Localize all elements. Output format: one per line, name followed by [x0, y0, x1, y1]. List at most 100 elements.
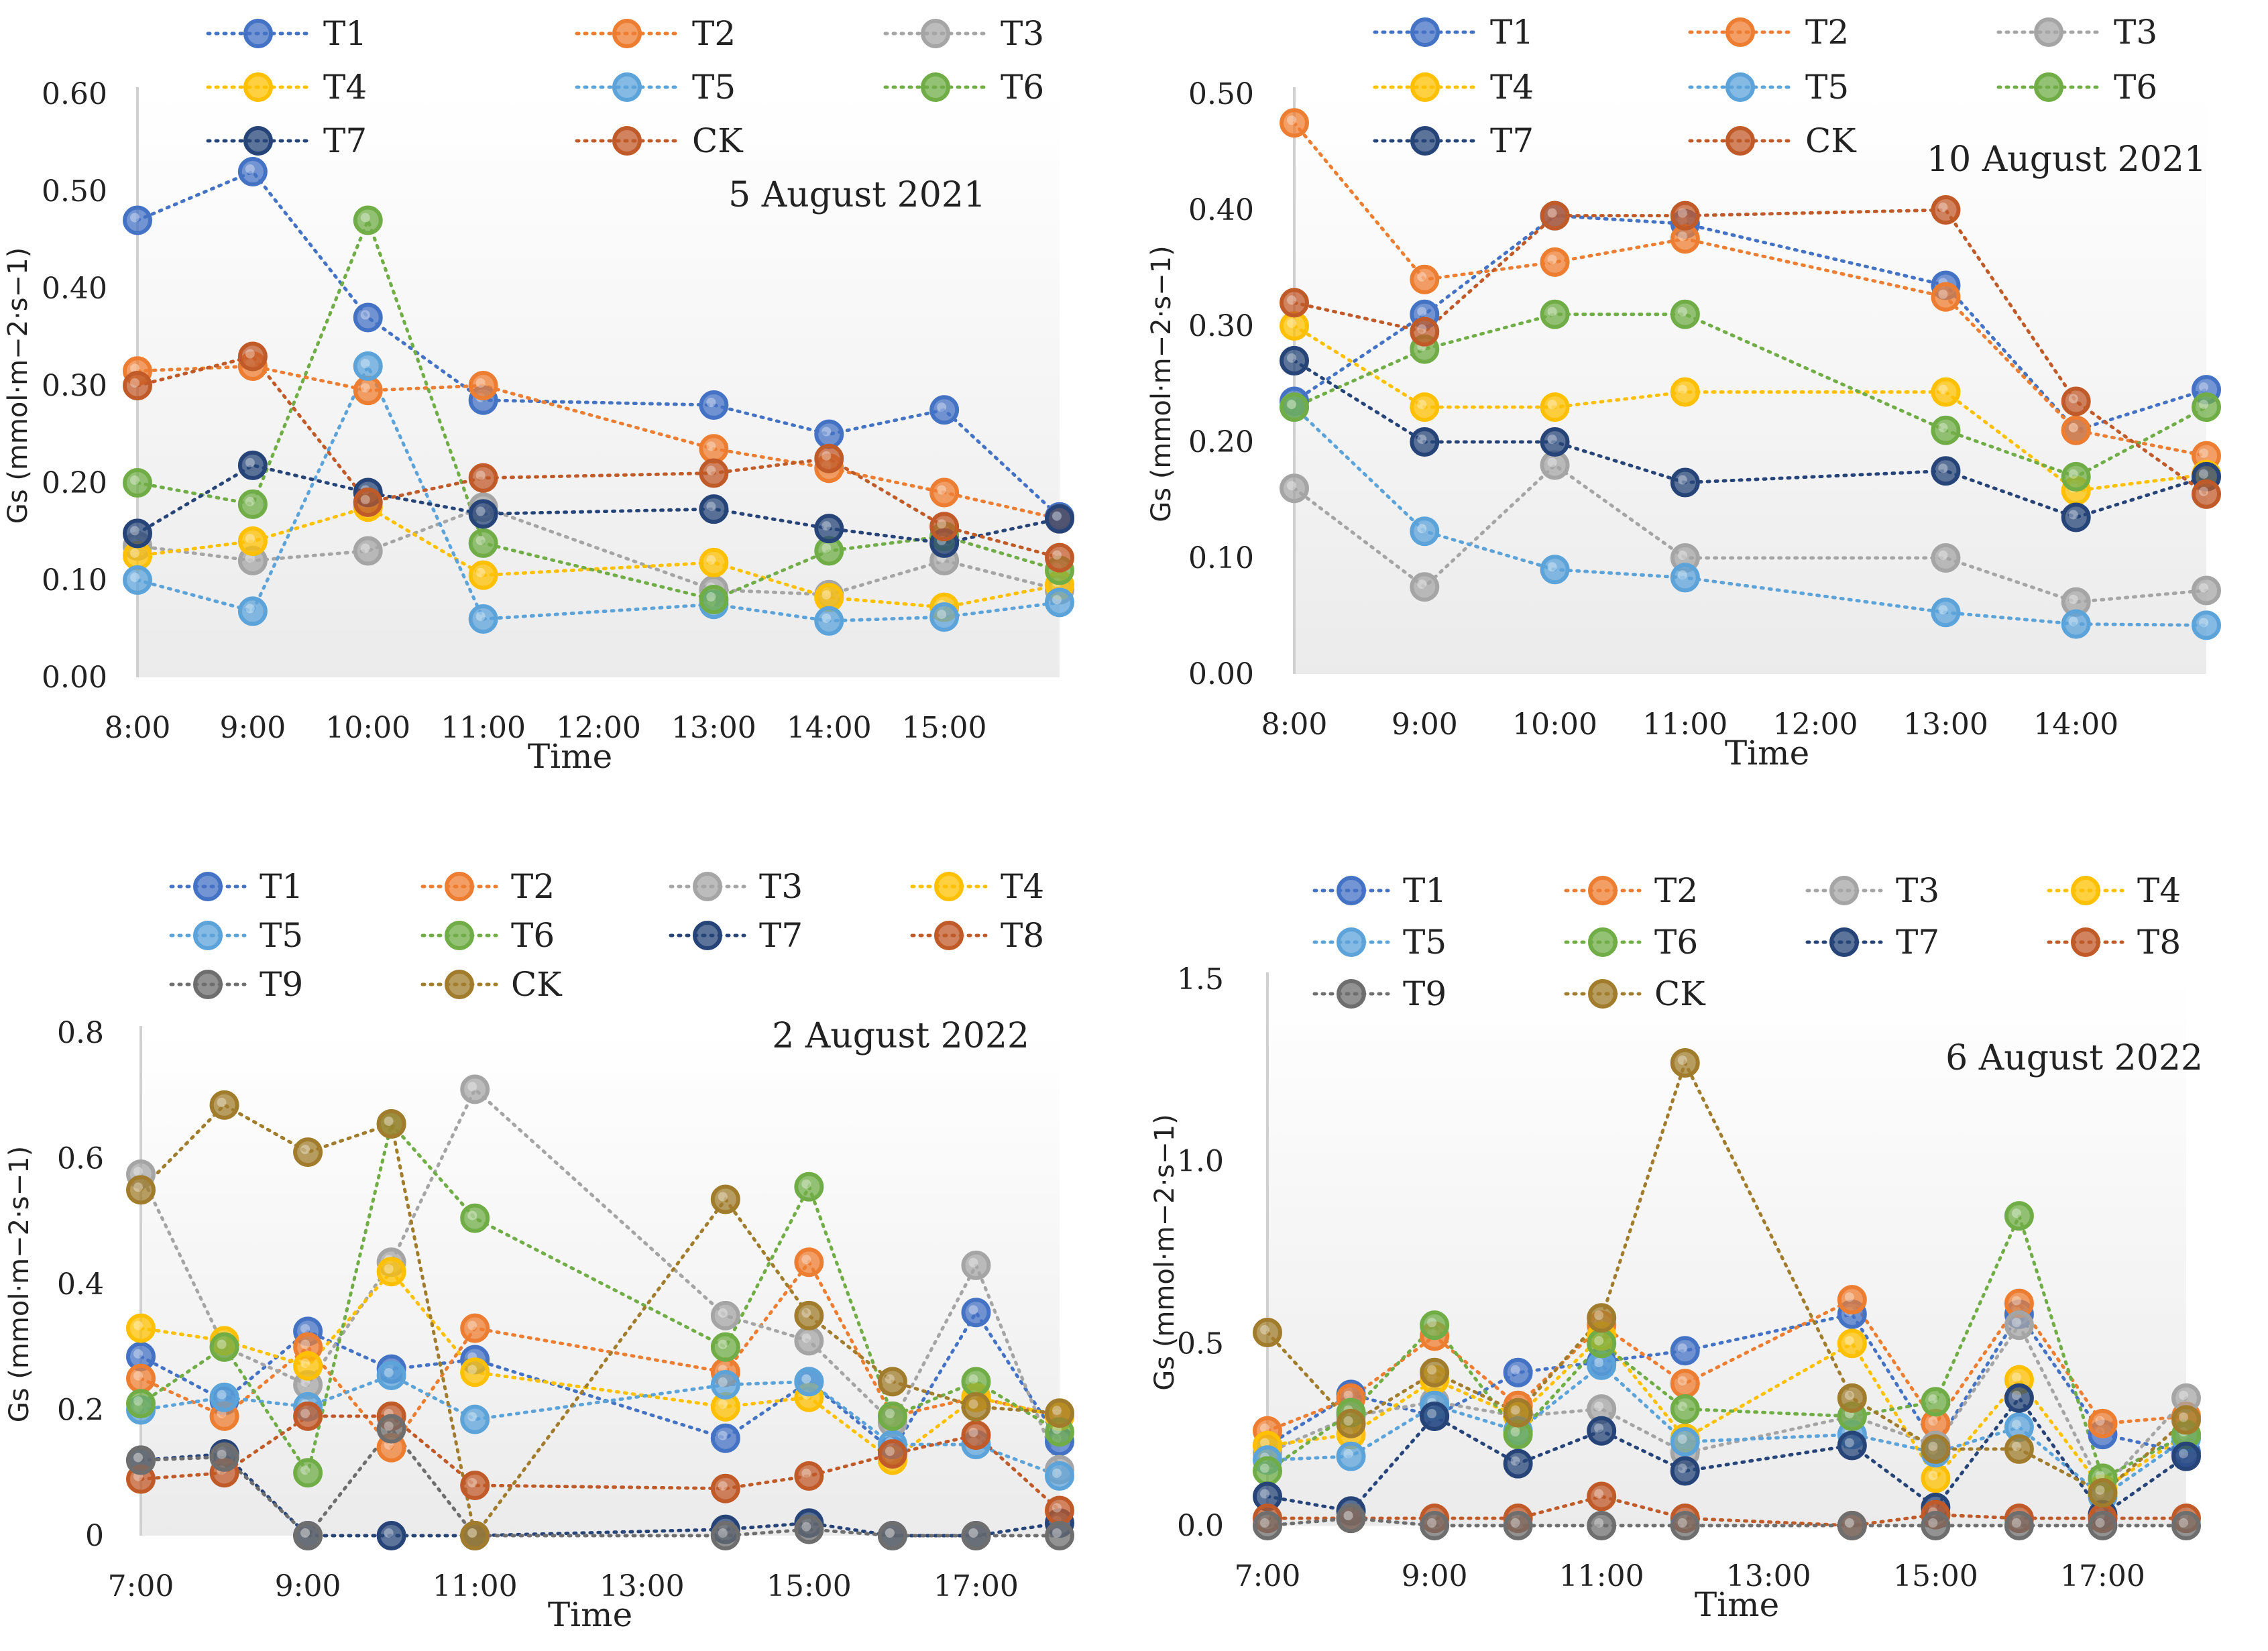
data-point — [1931, 597, 1961, 628]
legend-label: T5 — [692, 68, 736, 107]
data-point — [929, 477, 960, 508]
series-line — [1265, 1363, 2188, 1499]
x-tick-label: 13:00 — [600, 1569, 685, 1603]
legend-item: T5 — [169, 916, 303, 955]
data-point — [1837, 1511, 1867, 1540]
data-point-highlight — [245, 604, 255, 614]
data-point-highlight — [1287, 353, 1296, 363]
data-point-highlight — [937, 485, 947, 495]
data-point-highlight — [1427, 1318, 1437, 1328]
data-point-highlight — [2011, 1518, 2021, 1528]
legend-label: T1 — [260, 867, 303, 906]
chart-panel: 0.0 0.5 1.0 1.5 7:00 9:00 11:00 13:00 15:00 17:00… — [1149, 871, 2203, 1624]
data-point-highlight — [1677, 1402, 1687, 1412]
series-line — [1265, 1494, 2188, 1528]
legend-item: T5 — [1688, 68, 1849, 107]
y-tick-label: 0.4 — [57, 1267, 104, 1302]
data-point — [353, 536, 383, 566]
legend-item: T4 — [1373, 68, 1534, 107]
data-point — [1670, 1394, 1700, 1424]
series-line — [139, 1120, 1062, 1477]
data-point-highlight — [475, 506, 486, 516]
data-point — [1931, 377, 1961, 407]
legend-item: T5 — [575, 68, 736, 107]
legend-marker — [1588, 927, 1618, 957]
y-tick-label: 0.6 — [57, 1142, 104, 1176]
data-point-highlight — [821, 451, 832, 461]
data-point-highlight — [130, 573, 139, 582]
legend-marker — [2071, 876, 2100, 905]
legend-item: T4 — [206, 68, 367, 107]
data-point-highlight — [2068, 616, 2078, 626]
legend-marker — [1337, 876, 1366, 905]
data-point — [877, 1439, 907, 1469]
data-point-highlight — [1417, 524, 1427, 534]
data-point-highlight — [718, 1192, 728, 1202]
series-line — [135, 362, 1062, 623]
data-point-highlight — [130, 475, 139, 485]
data-point-highlight — [467, 1210, 477, 1220]
data-point — [699, 390, 729, 420]
y-tick-label: 0.0 — [1177, 1509, 1224, 1543]
data-point — [1410, 264, 1440, 294]
legend-marker — [1829, 876, 1859, 905]
data-point-highlight — [1260, 1463, 1269, 1473]
data-point-highlight — [718, 1339, 728, 1349]
legend-marker — [243, 126, 273, 156]
legend-label: T1 — [323, 14, 367, 53]
data-point-highlight — [1928, 1471, 1938, 1481]
data-point — [1045, 1398, 1074, 1428]
data-point-highlight — [1547, 254, 1557, 264]
data-point — [1587, 1303, 1617, 1333]
data-point-highlight — [1510, 1518, 1520, 1528]
series-line — [139, 1426, 1062, 1538]
data-point-highlight — [130, 213, 139, 223]
data-point — [1931, 456, 1961, 486]
data-point-highlight — [1343, 1448, 1353, 1459]
x-axis-label: Time — [548, 1595, 632, 1634]
legend-item: T3 — [883, 14, 1044, 53]
data-point — [961, 1420, 991, 1450]
x-tick-label: 13:00 — [1726, 1559, 1811, 1593]
y-tick-label: 0.10 — [1188, 541, 1254, 575]
legend-label: T4 — [1001, 867, 1044, 906]
y-axis-label: Gs (mmol·m−2·s−1) — [4, 1146, 35, 1422]
data-point-highlight — [133, 1166, 143, 1176]
data-point-highlight — [2199, 486, 2208, 496]
data-point-highlight — [1343, 1390, 1353, 1400]
data-point-highlight — [968, 1528, 978, 1538]
legend-label: T4 — [2137, 871, 2181, 910]
data-point-highlight — [2199, 583, 2208, 593]
legend-label: T2 — [692, 14, 736, 53]
data-point-highlight — [133, 1182, 143, 1192]
data-point-highlight — [1938, 463, 1948, 473]
legend-label: T6 — [511, 916, 555, 955]
data-point — [1540, 427, 1570, 457]
data-point — [1280, 473, 1309, 504]
chart-panel: 0 0.2 0.4 0.6 0.8 7:00 9:00 11:00 13:00 15:00 17:0… — [4, 867, 1074, 1634]
data-point — [2192, 610, 2221, 640]
data-point-highlight — [1844, 1336, 1854, 1346]
data-point — [123, 371, 152, 400]
legend-item: CK — [1688, 121, 1857, 160]
data-point — [376, 1360, 406, 1390]
legend-marker — [1588, 979, 1618, 1009]
data-point-highlight — [1052, 1528, 1062, 1538]
plot-area — [137, 94, 1060, 677]
legend-marker — [193, 872, 223, 901]
legend-label: T1 — [1403, 871, 1447, 910]
legend-label: T7 — [323, 121, 367, 160]
data-point-highlight — [300, 1358, 310, 1368]
data-point — [1931, 195, 1961, 225]
data-point — [814, 514, 844, 544]
legend-label: T3 — [1001, 14, 1044, 53]
data-point — [710, 1521, 740, 1550]
data-point-highlight — [130, 526, 139, 536]
y-tick-label: 0.5 — [1177, 1326, 1224, 1361]
data-point-highlight — [2068, 469, 2078, 479]
data-point-highlight — [1287, 400, 1296, 410]
data-point-highlight — [885, 1446, 895, 1457]
data-point-highlight — [968, 1399, 978, 1409]
data-point-highlight — [1343, 1511, 1353, 1521]
data-point-highlight — [718, 1377, 728, 1387]
